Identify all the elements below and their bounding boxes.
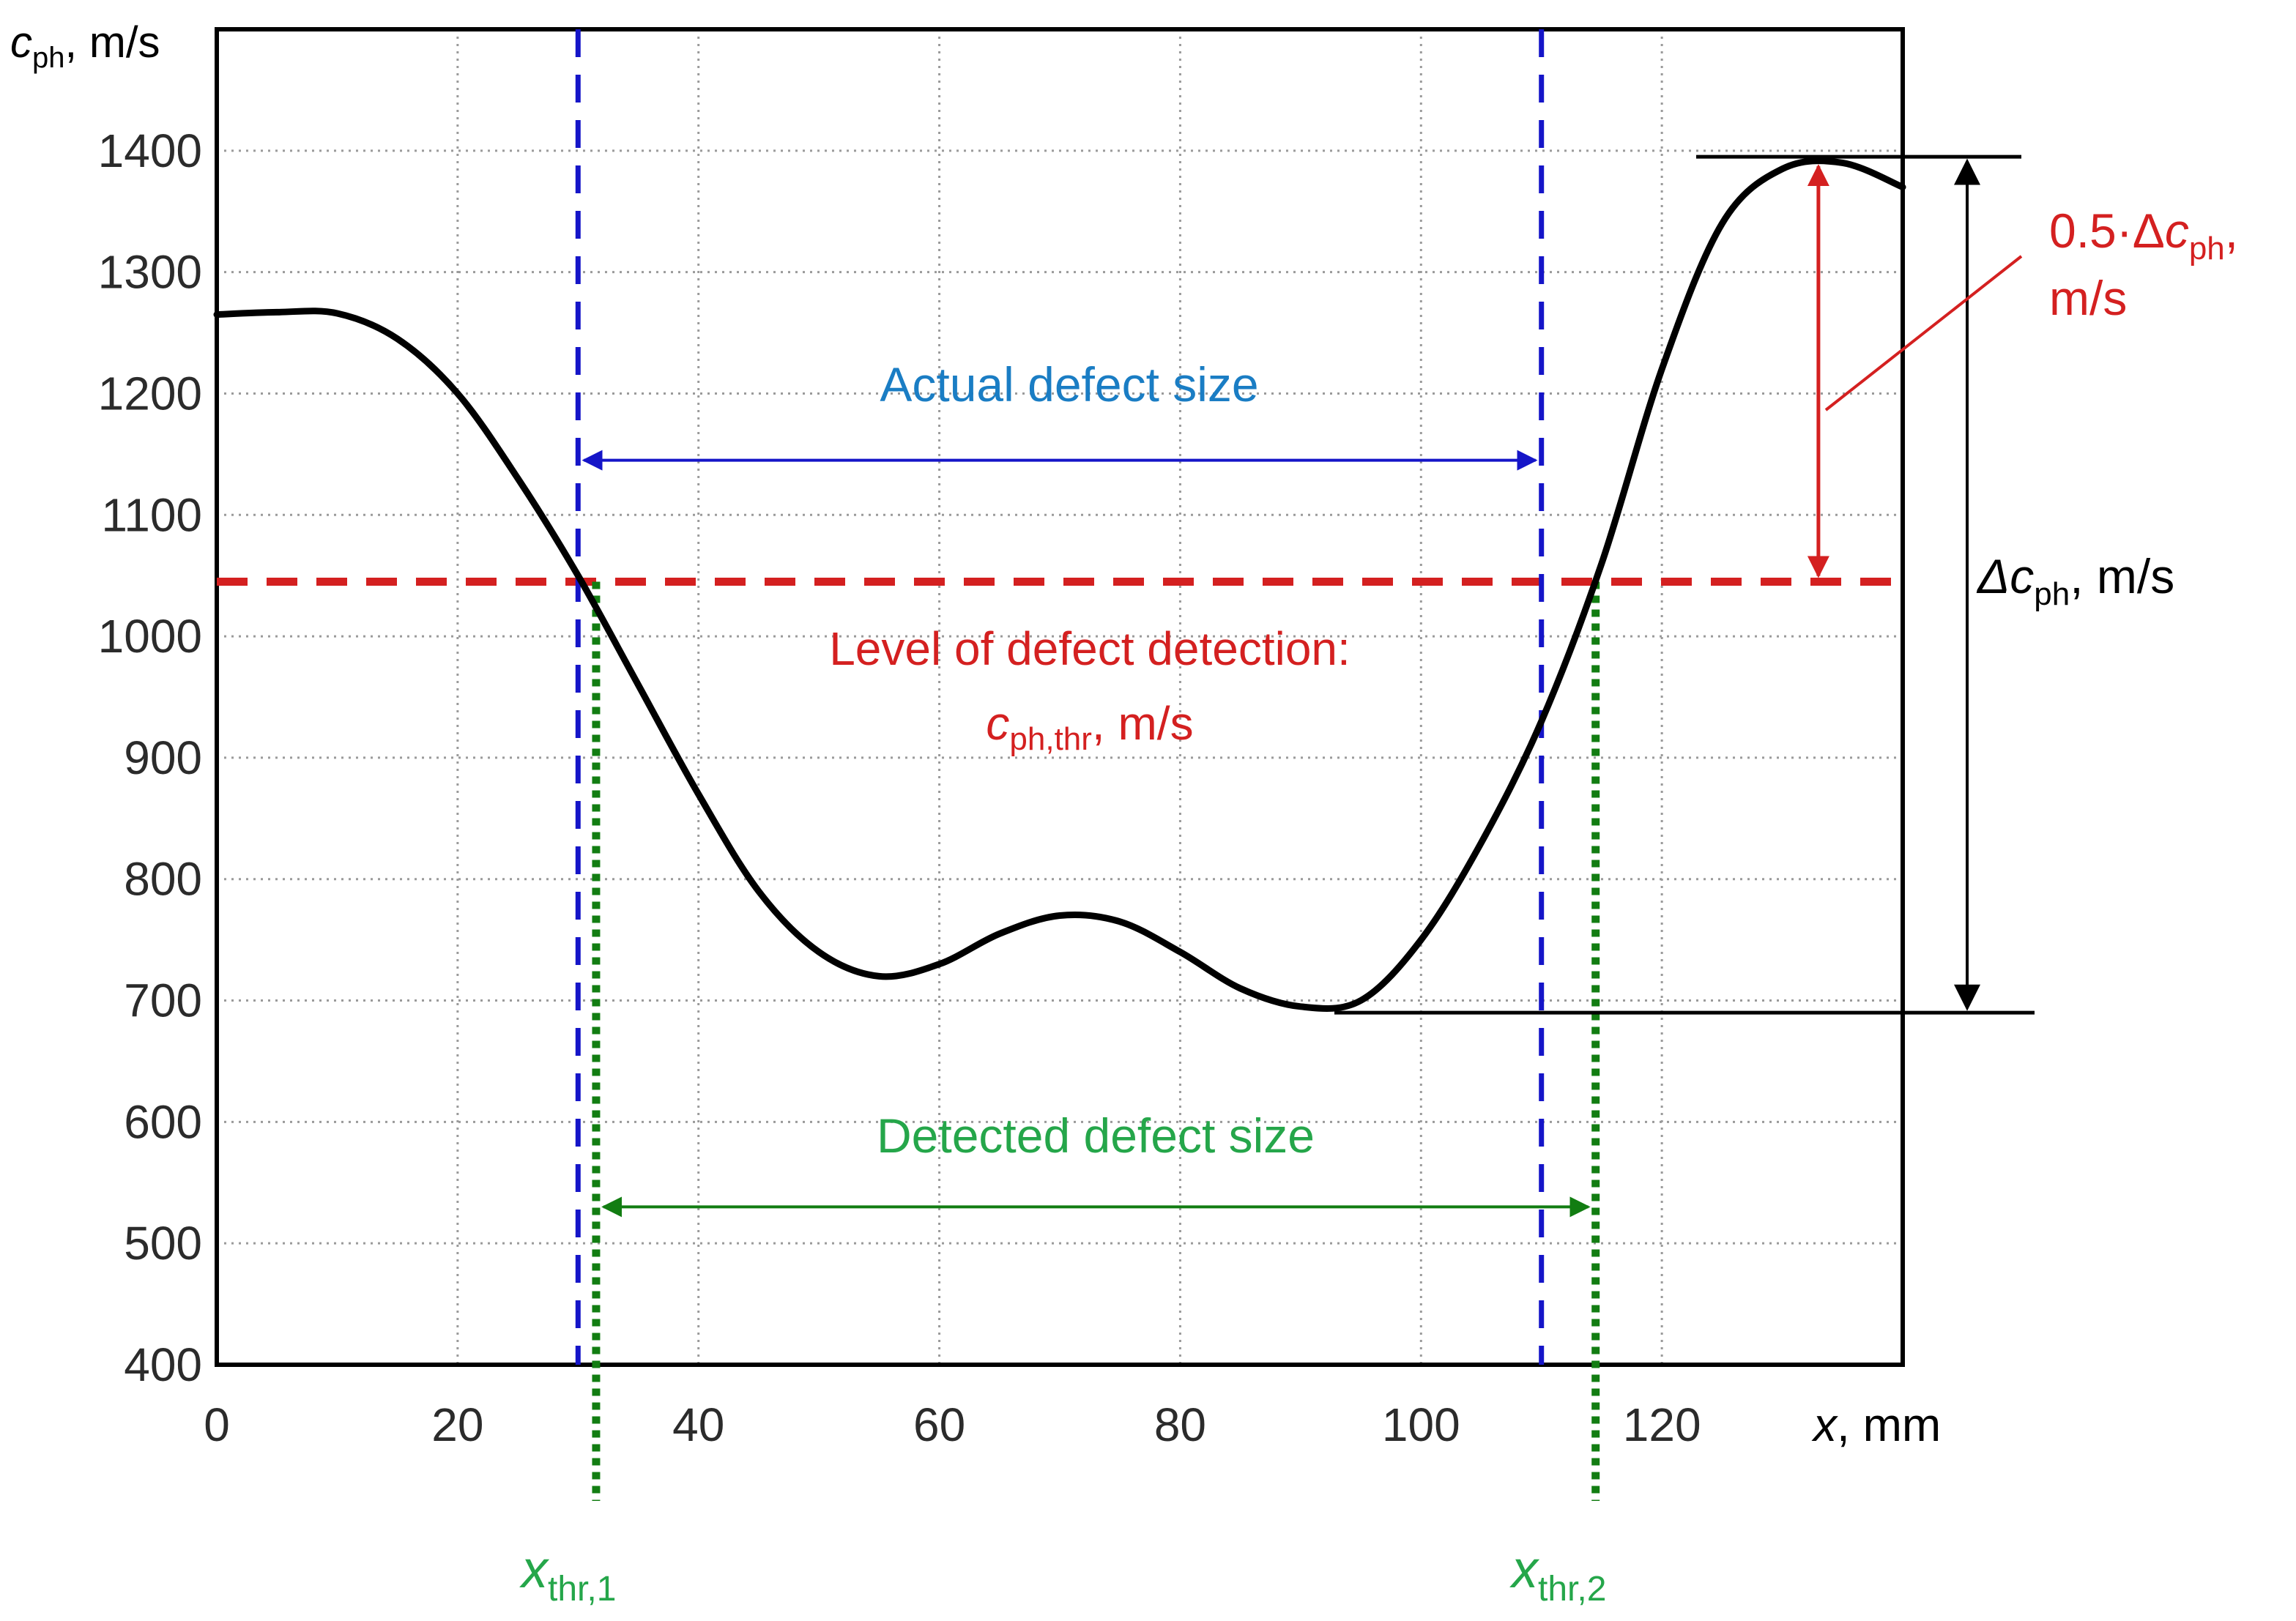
y-tick-label: 1400 [98,124,202,177]
y-tick-label: 1100 [101,488,202,541]
phase-velocity-curve [213,157,1906,1012]
x-thr2-label: xthr,2 [1509,1540,1606,1609]
x-tick-label: 60 [913,1398,965,1451]
detected-defect-label: Detected defect size [877,1108,1315,1163]
grid-lines [217,29,1903,1365]
half-delta-label-line1: 0.5·Δcph, [2049,204,2238,267]
y-tick-label: 1000 [98,610,202,663]
axis-ticks: 0 20 40 60 80 100 120 400 500 600 700 800 900 1000 110… [98,124,1701,1451]
threshold-label: Level of defect detection: [829,622,1351,675]
x-tick-label: 120 [1623,1398,1701,1451]
y-tick-label: 500 [124,1217,202,1270]
y-tick-label: 600 [124,1095,202,1148]
x-axis-label: x, mm [1811,1398,1941,1451]
y-tick-label: 700 [124,975,202,1027]
plot-frame [215,27,1905,1367]
y-tick-label: 900 [124,731,202,784]
x-tick-label: 80 [1154,1398,1206,1451]
x-tick-label: 100 [1382,1398,1460,1451]
x-thr1-label: xthr,1 [519,1540,616,1609]
x-tick-label: 0 [204,1398,230,1451]
x-tick-label: 20 [431,1398,483,1451]
x-tick-label: 40 [672,1398,724,1451]
half-delta-leader [1824,255,2023,411]
threshold-symbol-label: cph,thr, m/s [986,697,1193,757]
delta-label: Δcph, m/s [1976,549,2174,612]
y-tick-label: 400 [124,1338,202,1391]
y-tick-label: 800 [124,853,202,906]
actual-defect-label: Actual defect size [880,357,1258,411]
y-tick-label: 1200 [98,367,202,420]
y-tick-label: 1300 [98,246,202,299]
y-axis-label: cph, m/s [10,18,160,74]
half-delta-label-line2: m/s [2049,271,2127,325]
